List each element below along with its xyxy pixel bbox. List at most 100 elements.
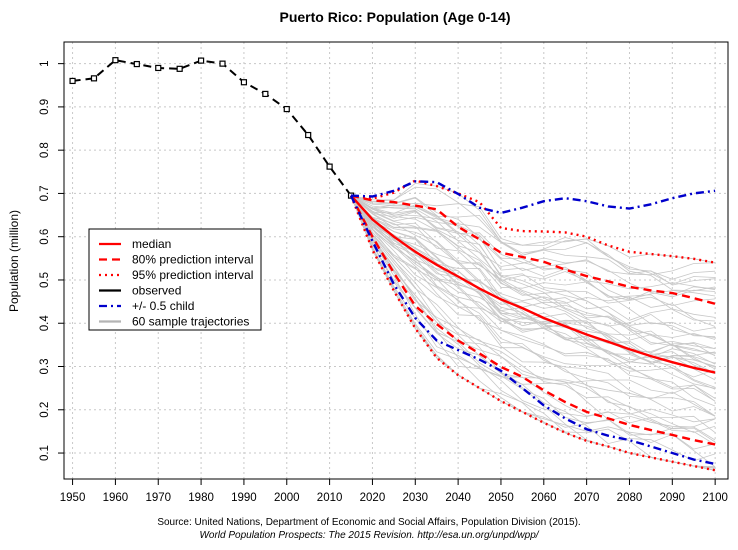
observed-point — [197, 57, 205, 64]
observed-point — [326, 163, 333, 170]
sample-trajectory-line — [350, 195, 716, 443]
observed-point — [240, 79, 248, 86]
x-axis: 1950 1960 1970 1980 1990 2000 2010 2020 2030 2040… — [60, 479, 728, 504]
observed-point — [112, 57, 119, 64]
sample-trajectory-line — [350, 195, 716, 417]
sample-trajectory-line — [350, 195, 716, 441]
sample-trajectory-line — [350, 195, 716, 321]
x-tick-label: 1950 — [60, 492, 86, 504]
sample-trajectory-line — [350, 195, 716, 364]
x-tick-label: 2000 — [274, 492, 300, 504]
y-tick-label: 0.5 — [39, 272, 51, 288]
x-tick-label: 2060 — [531, 492, 557, 504]
observed-line — [72, 59, 352, 197]
sample-trajectory-line — [350, 195, 716, 374]
x-tick-label: 2050 — [488, 492, 514, 504]
sample-trajectory-line — [350, 195, 716, 341]
x-tick-label: 1960 — [103, 492, 129, 504]
sample-trajectories — [350, 182, 716, 471]
-0-5-child-line — [350, 180, 716, 215]
y-axis: 0.1 0.2 0.3 0.4 0.5 0.6 0.7 0.8 0.9 1 — [39, 60, 64, 461]
x-tick-label: 2090 — [660, 492, 686, 504]
bound-line — [349, 195, 716, 466]
x-tick-label: 2030 — [402, 492, 428, 504]
observed-point — [262, 90, 269, 98]
sample-trajectory-line — [350, 195, 716, 417]
sample-trajectory-line — [350, 195, 716, 338]
y-tick-label: 0.7 — [39, 185, 51, 201]
x-tick-label: 2070 — [574, 492, 600, 504]
observed-point — [219, 60, 226, 67]
y-axis-label: Population (million) — [7, 210, 21, 312]
x-tick-label: 2010 — [317, 492, 343, 504]
legend-label: 60 sample trajectories — [132, 315, 249, 329]
sample-trajectory-line — [350, 195, 716, 350]
legend-label: 95% prediction interval — [132, 268, 253, 282]
sample-trajectory-line — [350, 195, 716, 402]
sample-trajectory-line — [350, 195, 716, 332]
observed-point — [69, 77, 76, 85]
observed-point — [90, 75, 98, 82]
y-tick-label: 0.4 — [39, 315, 51, 332]
sample-trajectory-line — [350, 195, 716, 286]
sample-trajectory-line — [350, 195, 716, 276]
observed-point — [155, 64, 162, 72]
legend-label: +/- 0.5 child — [132, 299, 194, 313]
legend-box — [88, 228, 262, 331]
observed-point — [305, 131, 312, 139]
sample-trajectory-line — [350, 195, 716, 433]
sample-trajectory-line — [350, 195, 716, 378]
sample-trajectory-line — [350, 195, 716, 356]
sample-trajectory-line — [350, 195, 716, 354]
80-prediction-interval-line — [350, 194, 716, 305]
observed-point — [133, 60, 140, 68]
legend-label: median — [132, 237, 171, 251]
sample-trajectory-line — [350, 195, 716, 280]
sample-trajectory-line — [350, 195, 716, 291]
sample-trajectory-line — [350, 195, 716, 436]
plot-frame — [63, 41, 729, 480]
sample-trajectory-line — [350, 195, 716, 433]
sample-trajectory-line — [350, 195, 716, 390]
y-tick-label: 0.9 — [39, 99, 51, 115]
y-tick-label: 0.1 — [39, 445, 51, 461]
sample-trajectory-line — [350, 195, 716, 322]
x-tick-label: 2020 — [360, 492, 386, 504]
sample-trajectory-line — [350, 195, 716, 446]
sample-trajectory-line — [350, 195, 716, 357]
chart-title: Puerto Rico: Population (Age 0-14) — [279, 9, 510, 25]
x-tick-label: 2100 — [702, 492, 728, 504]
x-tick-label: 1990 — [231, 492, 257, 504]
x-tick-label: 2040 — [445, 492, 471, 504]
y-tick-label: 0.8 — [39, 142, 51, 158]
bound-line — [349, 195, 716, 472]
legend-label: observed — [132, 284, 181, 298]
series-lines — [69, 57, 716, 472]
sample-trajectory-line — [350, 195, 716, 389]
sample-trajectory-line — [350, 195, 716, 301]
source-note: Source: United Nations, Department of Ec… — [157, 517, 581, 528]
sample-trajectory-line — [350, 195, 716, 368]
sample-trajectory-line — [350, 195, 716, 468]
legend-label: 80% prediction interval — [132, 253, 253, 267]
bound-line — [349, 195, 716, 446]
observed-point — [176, 65, 183, 72]
y-tick-label: 0.3 — [39, 359, 51, 375]
sample-trajectory-line — [350, 186, 716, 292]
source-citation: World Population Prospects: The 2015 Rev… — [199, 530, 539, 541]
sample-trajectory-line — [350, 195, 716, 264]
y-tick-label: 0.6 — [39, 229, 51, 245]
sample-trajectory-line — [350, 195, 716, 407]
y-tick-label: 0.2 — [39, 402, 51, 418]
sample-trajectory-line — [350, 195, 716, 370]
median-line — [350, 194, 716, 374]
sample-trajectory-line — [350, 182, 716, 285]
sample-trajectory-line — [350, 195, 716, 307]
y-tick-label: 1 — [39, 60, 51, 66]
sample-trajectory-line — [350, 195, 716, 402]
observed-point — [283, 105, 290, 113]
x-tick-label: 2080 — [617, 492, 643, 504]
x-tick-label: 1980 — [188, 492, 214, 504]
